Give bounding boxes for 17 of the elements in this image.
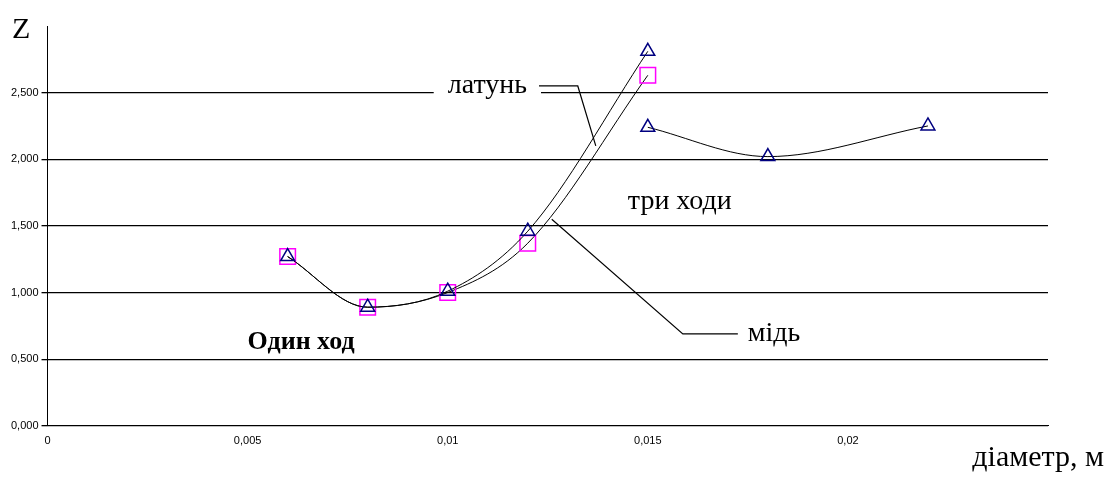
- x-tick-label: 0,02: [837, 434, 859, 447]
- series-label: три ходи: [627, 184, 732, 216]
- x-axis-title: діаметр, м: [972, 438, 1104, 472]
- x-tick-label: 0,015: [634, 434, 662, 447]
- y-tick-label: 2,000: [11, 152, 39, 165]
- y-tick-label: 1,000: [11, 285, 39, 298]
- x-tick-label: 0,01: [437, 434, 459, 447]
- y-tick-label: 0,500: [11, 352, 39, 365]
- text: латунь: [447, 68, 528, 100]
- x-tick-label: 0,005: [233, 434, 262, 447]
- text: мідь: [747, 316, 801, 348]
- annotation: Один ход: [247, 325, 355, 355]
- y-axis-title: Z: [12, 10, 31, 44]
- x-tick-label: 0: [44, 434, 51, 447]
- y-tick-label: 0,000: [11, 418, 39, 431]
- y-tick-label: 1,500: [11, 218, 39, 231]
- y-tick-label: 2,500: [11, 85, 39, 98]
